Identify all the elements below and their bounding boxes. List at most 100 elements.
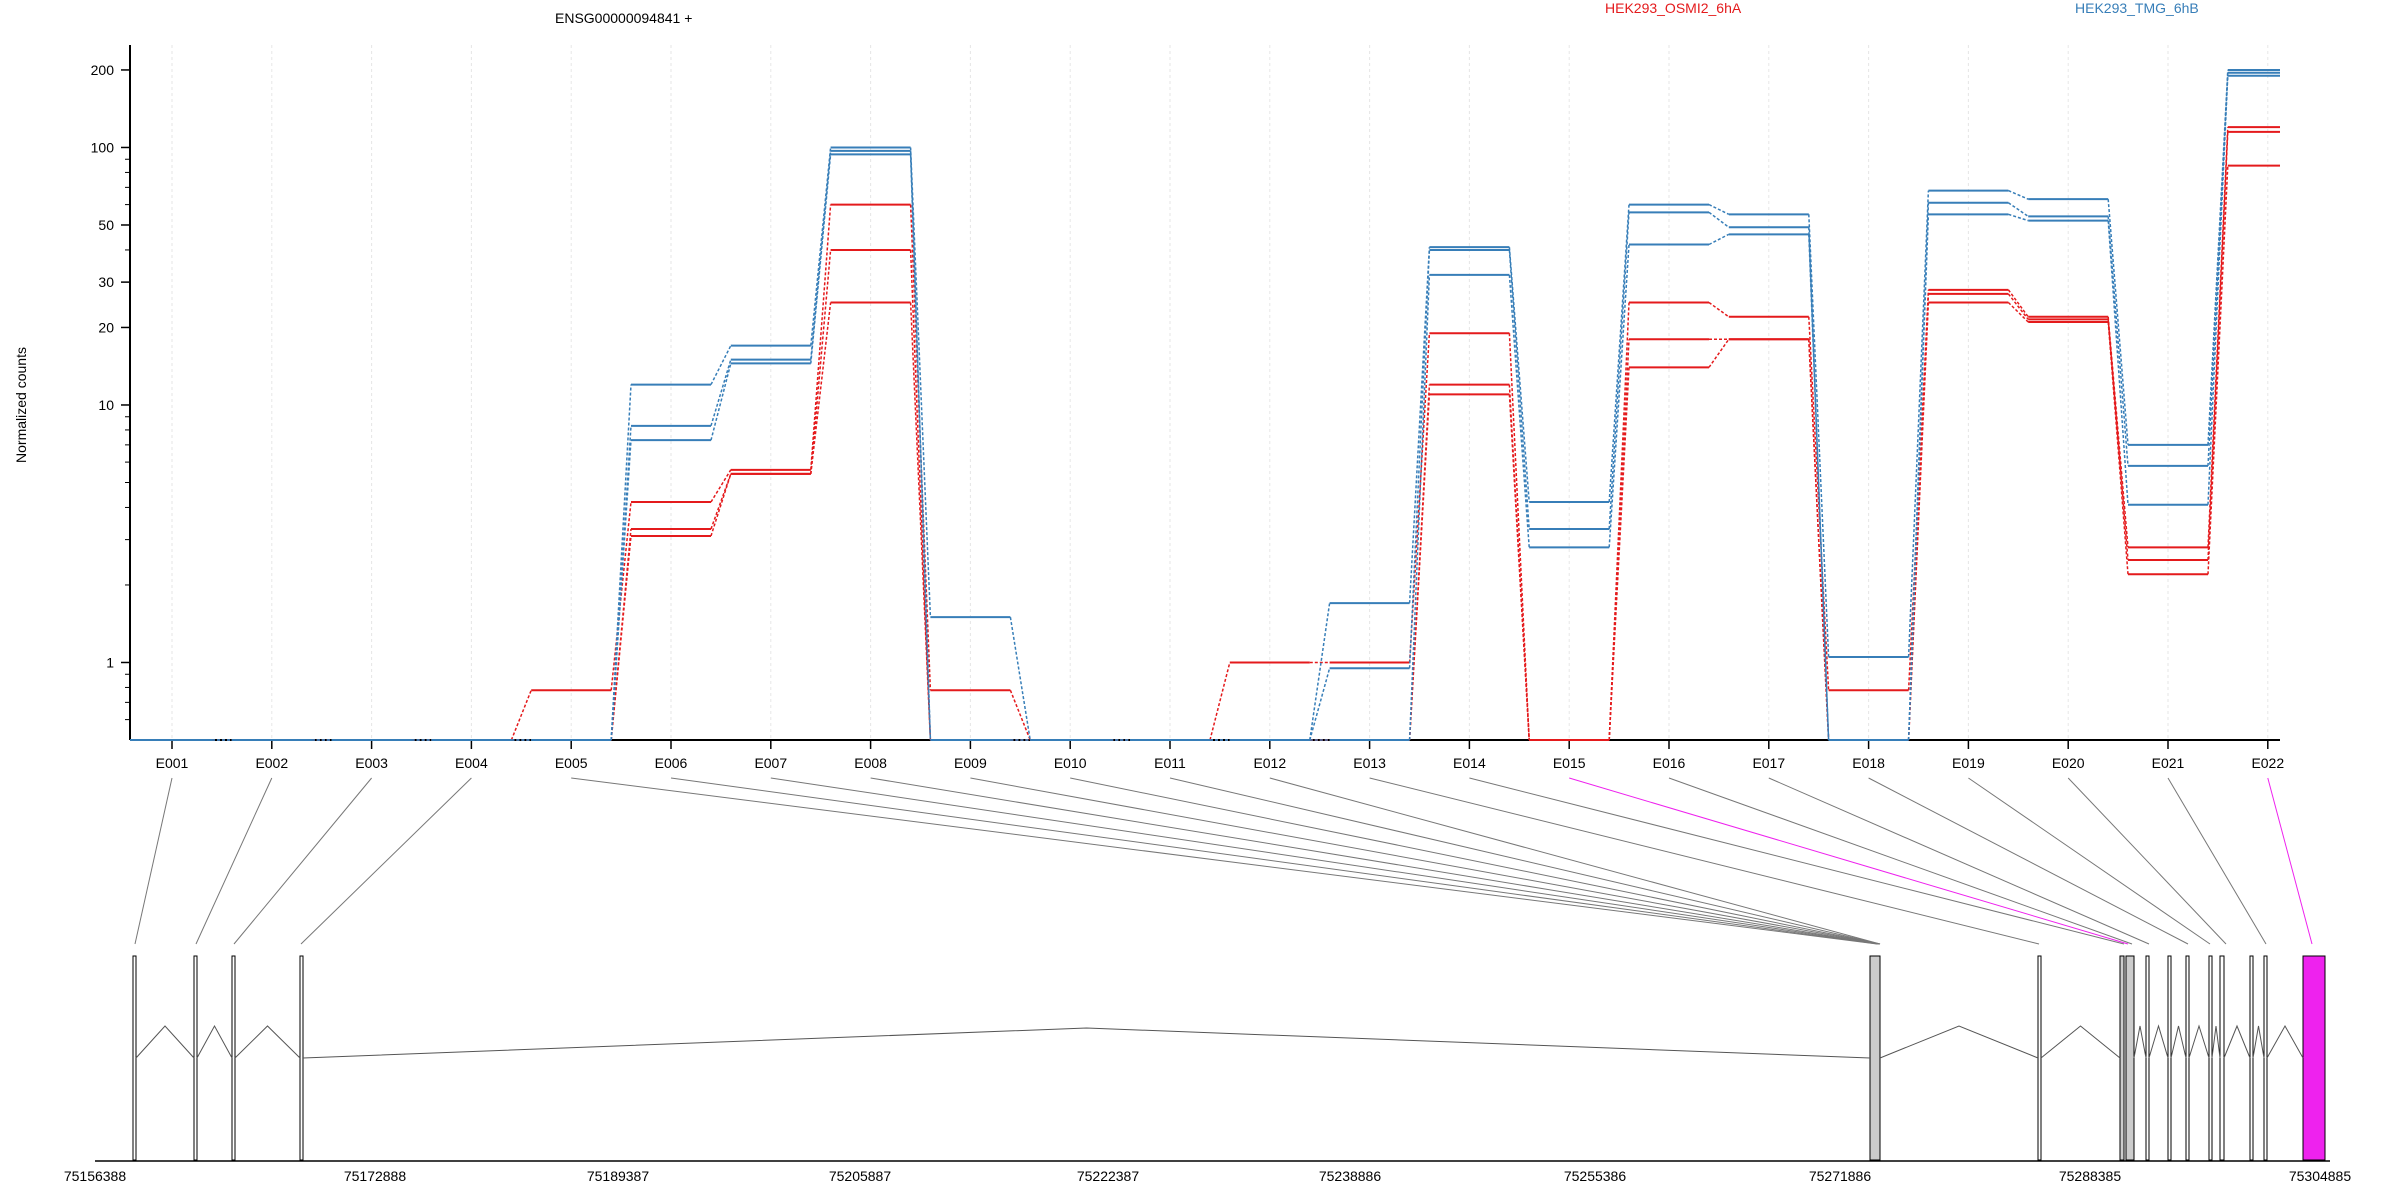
y-tick-label: 1 [106, 654, 114, 670]
series-1-line-0-connector [810, 147, 832, 346]
connector-e020 [2067, 777, 2227, 945]
gridlines [171, 45, 2269, 740]
connector-e021 [2167, 777, 2267, 945]
x-tick-label: E020 [2052, 755, 2085, 771]
intron-14 [2252, 1025, 2265, 1059]
series-1-line-2-connector [1608, 244, 1630, 548]
series-0-line-1-connector [2007, 293, 2029, 320]
connector-e007 [770, 777, 1880, 945]
series-0-line-0-connector [1708, 301, 1730, 318]
series-0-line-2-connector [909, 302, 932, 741]
genome-coordinate-label: 75238886 [1319, 1168, 1382, 1184]
series-0-line-1-connector [2207, 131, 2229, 561]
x-tick-label: E019 [1952, 755, 1985, 771]
series-1-line-1-connector [2007, 202, 2029, 217]
x-tick-label: E006 [655, 755, 688, 771]
intron-6 [2040, 1025, 2121, 1059]
series-1-line-2-connector [2107, 220, 2129, 505]
x-tick-label: E012 [1253, 755, 1286, 771]
series-0-line-2-connector [1808, 339, 1830, 741]
exon-box-1 [132, 955, 137, 1161]
connector-e014 [1469, 777, 2125, 945]
x-tick-label: E007 [754, 755, 787, 771]
series-0-line-2-connector [610, 535, 632, 741]
x-tick-label: E017 [1752, 755, 1785, 771]
x-tick-label: E003 [355, 755, 388, 771]
intron-5 [1879, 1025, 2039, 1059]
connector-e012 [1269, 777, 1881, 945]
intron-11 [2188, 1024, 2210, 1059]
series-0-line-2-connector [1408, 394, 1431, 741]
exon-box-15 [2263, 955, 2268, 1161]
exon-box-16 [2302, 955, 2326, 1161]
genome-coordinate-label: 75156388 [64, 1168, 127, 1184]
y-tick-label: 20 [98, 319, 114, 335]
series-1-line-2-connector [1907, 214, 1930, 741]
series-0-line-0-connector [909, 204, 932, 691]
exon-box-14 [2249, 955, 2254, 1161]
connector-e017 [1768, 777, 2150, 945]
x-tick-label: E008 [854, 755, 887, 771]
series-0-line-0-connector [2107, 316, 2129, 548]
series-1-line-0-connector [909, 147, 932, 618]
series-1-line-2-connector [1408, 274, 1431, 741]
exon-box-11 [2185, 955, 2190, 1161]
connector-e006 [670, 777, 1879, 945]
connector-e011 [1169, 777, 1881, 945]
exon-box-8 [2125, 955, 2135, 1161]
connector-e008 [870, 777, 1880, 945]
connector-e002 [195, 777, 273, 945]
series-1-line-2-connector [610, 440, 632, 741]
y-tick-label: 10 [98, 397, 114, 413]
x-tick-label: E014 [1453, 755, 1486, 771]
x-tick-label: E010 [1054, 755, 1087, 771]
connector-e019 [1968, 777, 2211, 945]
series-1-line-0-connector [1009, 617, 1031, 741]
exon-box-4 [299, 955, 304, 1161]
series-1-line-1-connector [1708, 211, 1730, 228]
connector-e022 [2267, 777, 2313, 945]
series-0-line-0-connector [810, 204, 832, 470]
genome-coordinate-label: 75205887 [829, 1168, 892, 1184]
intron-3 [234, 1025, 301, 1059]
exon-box-10 [2167, 955, 2172, 1161]
legend-series-osmi2: HEK293_OSMI2_6hA [1605, 0, 1742, 16]
series-1-line-1-connector [1808, 227, 1830, 741]
exon-box-13 [2219, 955, 2225, 1161]
x-tick-label: E013 [1353, 755, 1386, 771]
x-axis: E001 E002 E003 E004 E005 E006 E007 E008 E009 E010… [130, 739, 2284, 771]
series-1-line-1-connector [1608, 212, 1630, 530]
intron-2 [196, 1024, 233, 1059]
connector-e013 [1369, 777, 2040, 945]
intron-4 [302, 1027, 1871, 1059]
series-0-line-0-connector [1508, 333, 1530, 741]
genome-coordinate-label: 75222387 [1077, 1168, 1140, 1184]
series-1-line-2-connector [2207, 75, 2229, 505]
series-0-line-2-connector [2107, 321, 2129, 575]
intron-12 [2211, 1025, 2221, 1059]
legend-series-tmg: HEK293_TMG_6hB [2075, 0, 2199, 16]
series-1-line-1-connector [1508, 249, 1530, 530]
exon-box-6 [2037, 955, 2042, 1161]
y-tick-label: 100 [91, 139, 115, 155]
connector-e004 [300, 777, 472, 945]
intron-15 [2266, 1024, 2304, 1059]
intron-1 [135, 1025, 195, 1059]
exon-box-5 [1869, 955, 1881, 1161]
y-tick-label: 30 [98, 274, 114, 290]
genome-coordinate-label: 75288385 [2059, 1168, 2122, 1184]
x-tick-label: E009 [954, 755, 987, 771]
gene-model: 75156388 75172888 75189387 75205887 75222387… [64, 955, 2352, 1184]
series-0-line-0-connector [2007, 289, 2029, 318]
exon-box-3 [231, 955, 236, 1161]
y-tick-label: 50 [98, 217, 114, 233]
series-0-line-2-connector [2207, 165, 2229, 575]
genome-coordinate-label: 75304885 [2289, 1168, 2352, 1184]
x-tick-label: E001 [156, 755, 189, 771]
exon-box-9 [2145, 955, 2150, 1161]
x-tick-label: E018 [1852, 755, 1885, 771]
series-0-line-2-connector [710, 473, 732, 537]
series-0-line-0-connector [1009, 689, 1031, 741]
intron-13 [2223, 1024, 2251, 1059]
genome-coordinate-label: 75172888 [344, 1168, 407, 1184]
